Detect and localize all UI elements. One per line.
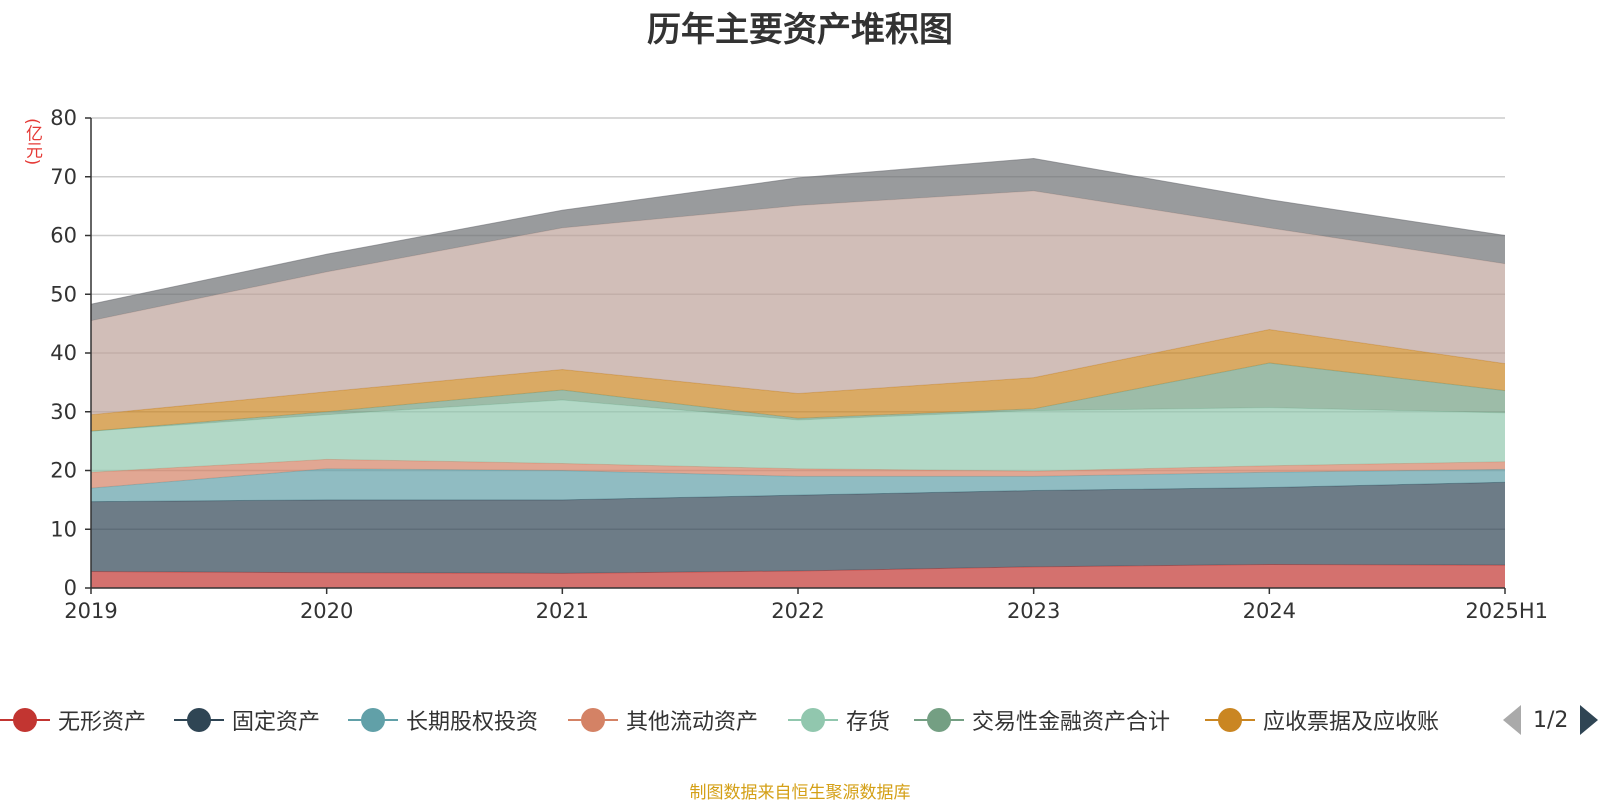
x-tick-label: 2023 [1007, 599, 1060, 623]
legend-label: 固定资产 [232, 710, 321, 735]
y-tick-label: 0 [64, 576, 77, 600]
area-series-8 [91, 190, 1505, 415]
y-tick-label: 20 [50, 459, 77, 483]
legend-item[interactable]: 固定资产 [174, 705, 320, 735]
legend-item[interactable]: 应收票据及应收账 [1205, 705, 1439, 735]
legend-marker-icon [1205, 705, 1255, 735]
pager-text: 1/2 [1533, 707, 1569, 733]
y-tick-label: 60 [50, 224, 77, 248]
stacked-area-chart: 0 10 20 30 40 50 60 70 80 2019 2020 2021 2022 2023 202… [50, 106, 1548, 623]
area-series-2 [91, 482, 1505, 574]
area-series-9 [91, 158, 1505, 321]
y-tick-label: 30 [50, 400, 77, 424]
legend-item[interactable]: 存货 [788, 705, 890, 735]
area-series-7 [91, 329, 1505, 432]
x-tick-label: 2019 [64, 599, 117, 623]
area-series-6 [91, 362, 1505, 432]
area-series-3 [91, 468, 1505, 502]
legend-label: 应收票据及应收账 [1263, 710, 1440, 735]
y-tick-label: 40 [50, 341, 77, 365]
axis-layer: 0 10 20 30 40 50 60 70 80 2019 2020 2021 2022 2023 202… [50, 106, 1548, 623]
legend-label: 交易性金融资产合计 [972, 710, 1171, 735]
area-layer [90, 158, 1506, 588]
legend-marker-icon [0, 705, 50, 735]
legend: 无形资产 固定资产 长期股权投资 其他流动资产 存货 交易性金融资产合计 应收票据及应收账 [0, 705, 1600, 735]
legend-label: 其他流动资产 [626, 710, 759, 735]
legend-item[interactable]: 其他流动资产 [568, 705, 758, 735]
legend-item[interactable]: 交易性金融资产合计 [914, 705, 1170, 735]
legend-item[interactable]: 无形资产 [0, 705, 146, 735]
x-tick-label: 2020 [300, 599, 353, 623]
area-series-line-9 [90, 158, 1506, 305]
legend-marker-icon [348, 705, 398, 735]
legend-marker-icon [174, 705, 224, 735]
legend-label: 无形资产 [58, 710, 147, 735]
legend-label: 长期股权投资 [406, 710, 539, 735]
y-tick-label: 70 [50, 165, 77, 189]
x-tick-label: 2024 [1243, 599, 1296, 623]
source-note: 制图数据来自恒生聚源数据库 [689, 783, 911, 803]
y-axis-unit-label: (亿元) [22, 118, 42, 166]
legend-marker-icon [568, 705, 618, 735]
legend-item[interactable]: 长期股权投资 [348, 705, 538, 735]
x-tick-label: 2025H1 [1465, 599, 1548, 623]
legend-marker-icon [788, 705, 838, 735]
area-series-5 [91, 400, 1505, 473]
legend-marker-icon [914, 705, 964, 735]
x-tick-label: 2022 [771, 599, 824, 623]
y-tick-label: 50 [50, 282, 77, 306]
y-tick-label: 10 [50, 517, 77, 541]
chart-title: 历年主要资产堆积图 [647, 10, 953, 50]
x-tick-label: 2021 [536, 599, 589, 623]
pager-prev-icon[interactable] [1503, 705, 1521, 735]
legend-label: 存货 [846, 710, 891, 735]
area-series-line-8 [90, 190, 1506, 322]
legend-pager: 1/2 [1503, 704, 1599, 736]
y-tick-label: 80 [50, 106, 77, 130]
area-series-4 [91, 459, 1505, 489]
pager-next-icon[interactable] [1580, 705, 1599, 735]
area-series-1 [91, 564, 1505, 588]
